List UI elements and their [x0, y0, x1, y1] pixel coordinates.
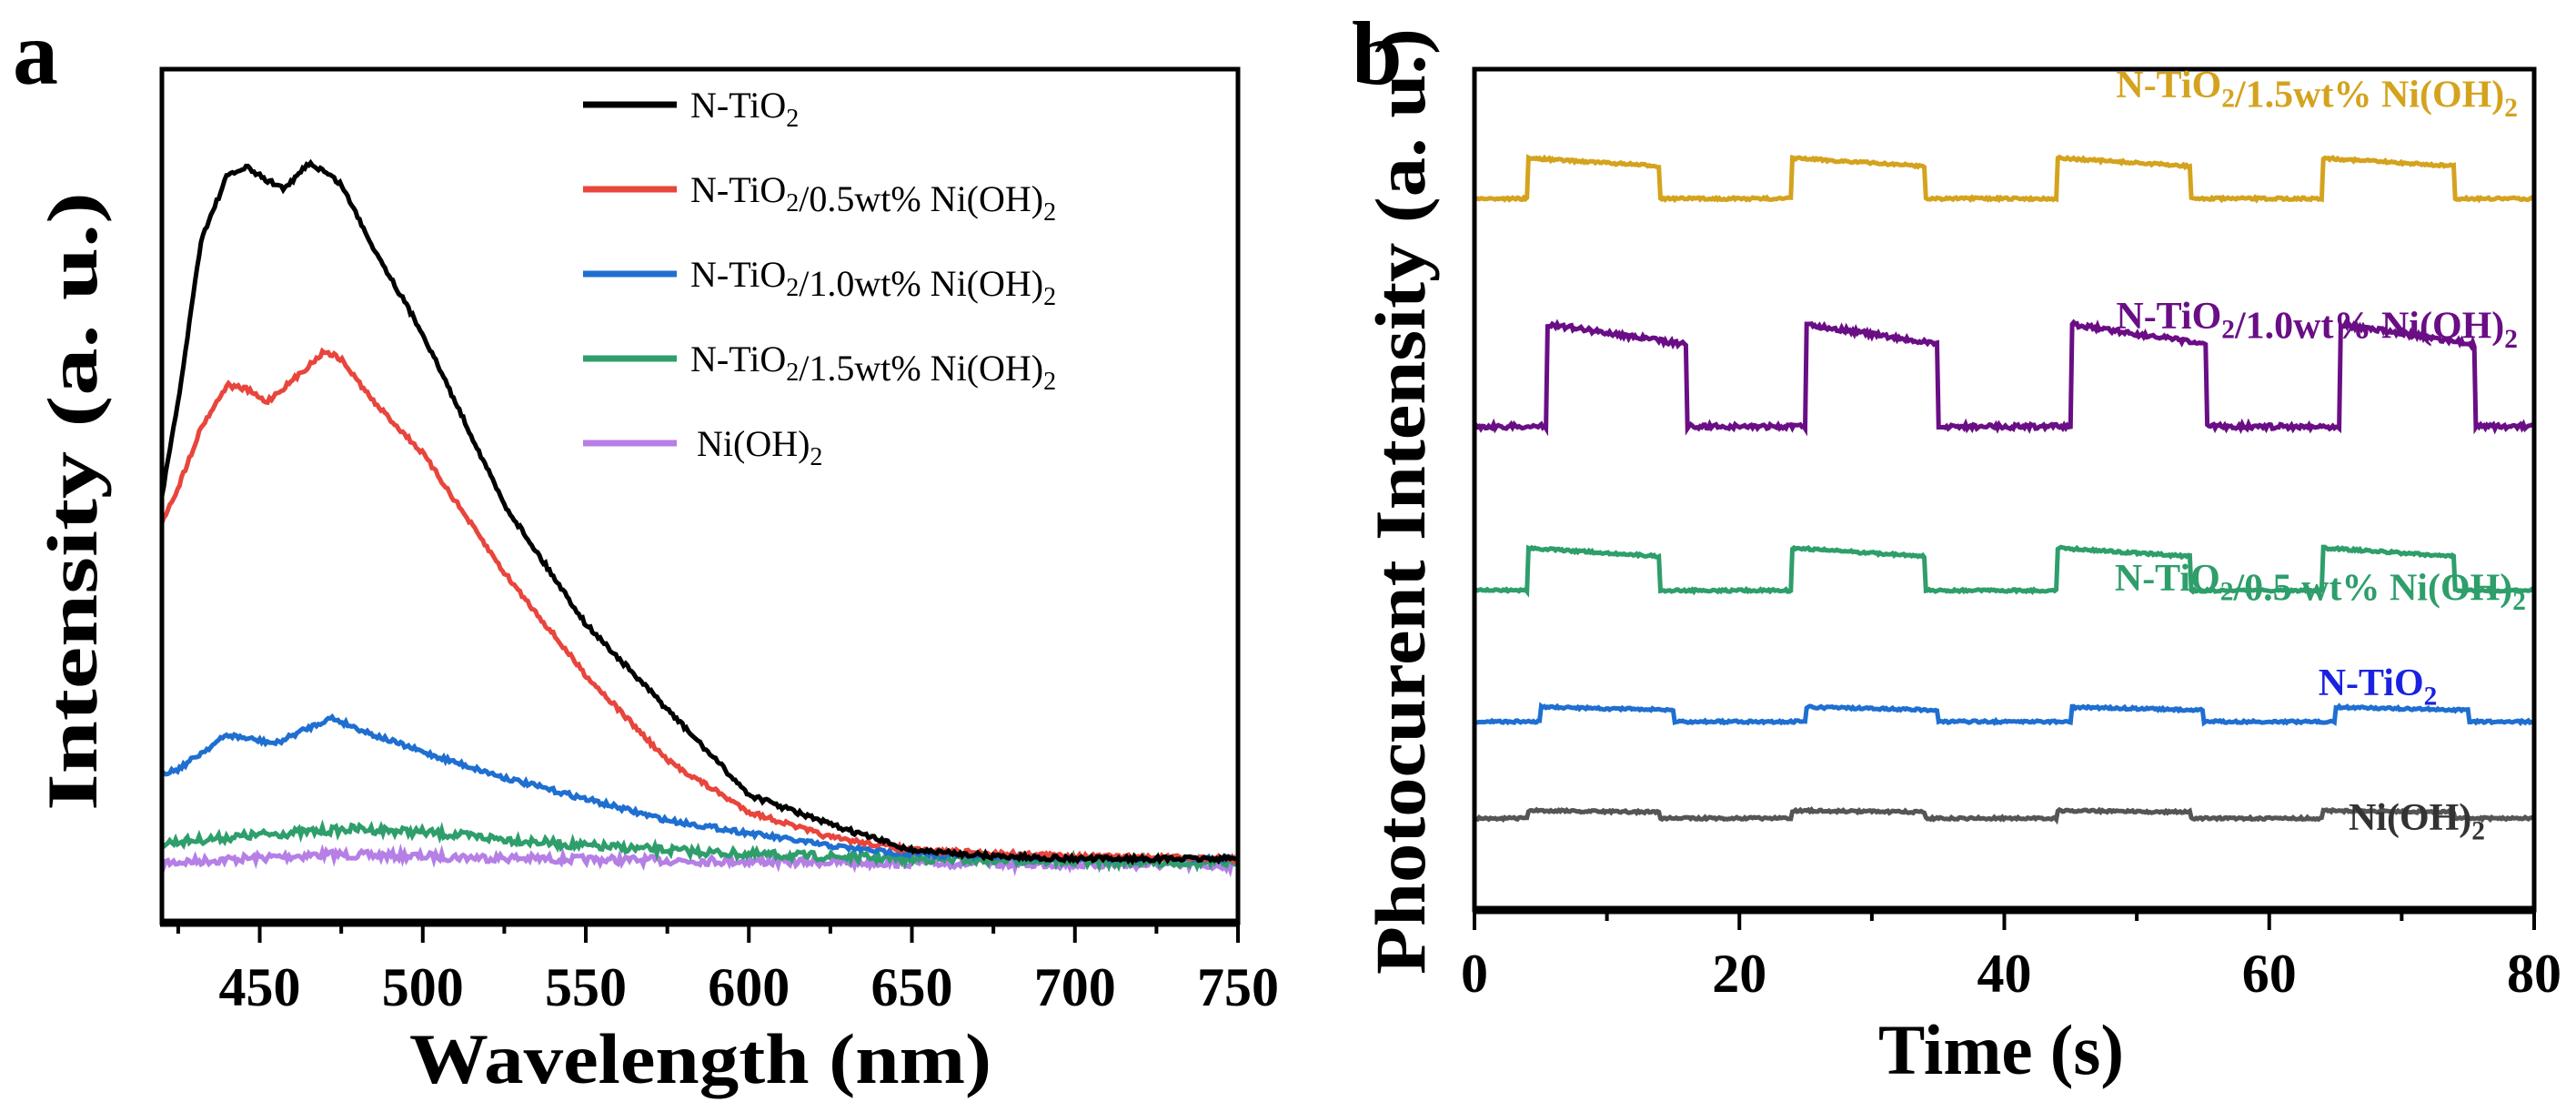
series-line-5 — [1474, 805, 2534, 825]
panel-a-legend: N-TiO2 N-TiO2/0.5wt% Ni(OH)2 N-TiO2/1.0wt%… — [583, 85, 1056, 471]
legend-item: N-TiO2/1.5wt% Ni(OH)2 — [583, 339, 1056, 396]
series-label: N-TiO2 — [2319, 662, 2438, 712]
x-tick-label: 80 — [2507, 944, 2561, 1004]
legend-item: Ni(OH)2 — [583, 423, 822, 471]
series-line-1 — [1474, 154, 2535, 204]
series-label: N-TiO2/1.0wt% Ni(OH)2 — [2116, 296, 2518, 354]
x-tick-label: 40 — [1977, 944, 2032, 1004]
panel-b-series — [1473, 154, 2535, 825]
panel-a-x-ticks: 450 500 550 600 650 700 750 — [176, 923, 1279, 1017]
panel-b-photocurrent: b 0 20 40 60 80 N-TiO2/1.5wt% Ni(OH)2N-TiO2/… — [1352, 3, 2561, 1089]
panel-label-a: a — [13, 3, 58, 104]
legend-item: N-TiO2/0.5wt% Ni(OH)2 — [583, 169, 1056, 227]
legend-label: Ni(OH)2 — [697, 423, 822, 471]
x-tick-label: 700 — [1034, 957, 1116, 1017]
x-tick-label: 60 — [2242, 944, 2297, 1004]
x-tick-label: 650 — [871, 957, 953, 1017]
panel-b-x-ticks: 0 20 40 60 80 — [1461, 910, 2561, 1004]
panel-b-plot-frame — [1472, 66, 2537, 913]
panel-a-series — [159, 158, 1239, 878]
panel-b-series-labels: N-TiO2/1.5wt% Ni(OH)2 N-TiO2/1.0wt% Ni(OH… — [2115, 65, 2526, 846]
series-label: Ni(OH)2 — [2349, 797, 2485, 846]
panel-a-x-axis-title: Wavelength (nm) — [409, 1019, 991, 1098]
legend-label: N-TiO2/0.5wt% Ni(OH)2 — [690, 169, 1056, 227]
panel-a-y-axis-title: Intensity (a. u.) — [33, 192, 112, 811]
panel-b-x-axis-title: Time (s) — [1878, 1010, 2124, 1089]
legend-item: N-TiO2 — [583, 85, 799, 133]
legend-label: N-TiO2 — [690, 85, 799, 133]
panel-label-b: b — [1352, 3, 1403, 104]
panel-a-photoluminescence: a 450 500 550 600 650 700 750 N-TiO2 N-TiO2/0.5… — [13, 3, 1279, 1098]
x-tick-label: 600 — [708, 957, 790, 1017]
series-line-4 — [1474, 702, 2533, 727]
legend-label: N-TiO2/1.0wt% Ni(OH)2 — [690, 254, 1056, 311]
x-tick-label: 750 — [1197, 957, 1279, 1017]
x-tick-label: 500 — [382, 957, 464, 1017]
series-label: N-TiO2/1.5wt% Ni(OH)2 — [2116, 65, 2518, 123]
series-line-1 — [159, 158, 1238, 866]
x-tick-label: 450 — [219, 957, 301, 1017]
series-line-3 — [160, 713, 1238, 864]
x-tick-label: 550 — [545, 957, 627, 1017]
x-tick-label: 20 — [1712, 944, 1766, 1004]
x-tick-label: 0 — [1461, 944, 1488, 1004]
series-label: N-TiO2/0.5 wt% Ni(OH)2 — [2115, 558, 2526, 616]
legend-label: N-TiO2/1.5wt% Ni(OH)2 — [690, 339, 1056, 396]
series-line-4 — [161, 819, 1239, 874]
series-line-3 — [1474, 544, 2535, 598]
series-line-2 — [1473, 318, 2534, 437]
panel-b-y-axis-title: Photocurent Intensity (a. u.) — [1361, 28, 1440, 975]
legend-item: N-TiO2/1.0wt% Ni(OH)2 — [583, 254, 1056, 311]
